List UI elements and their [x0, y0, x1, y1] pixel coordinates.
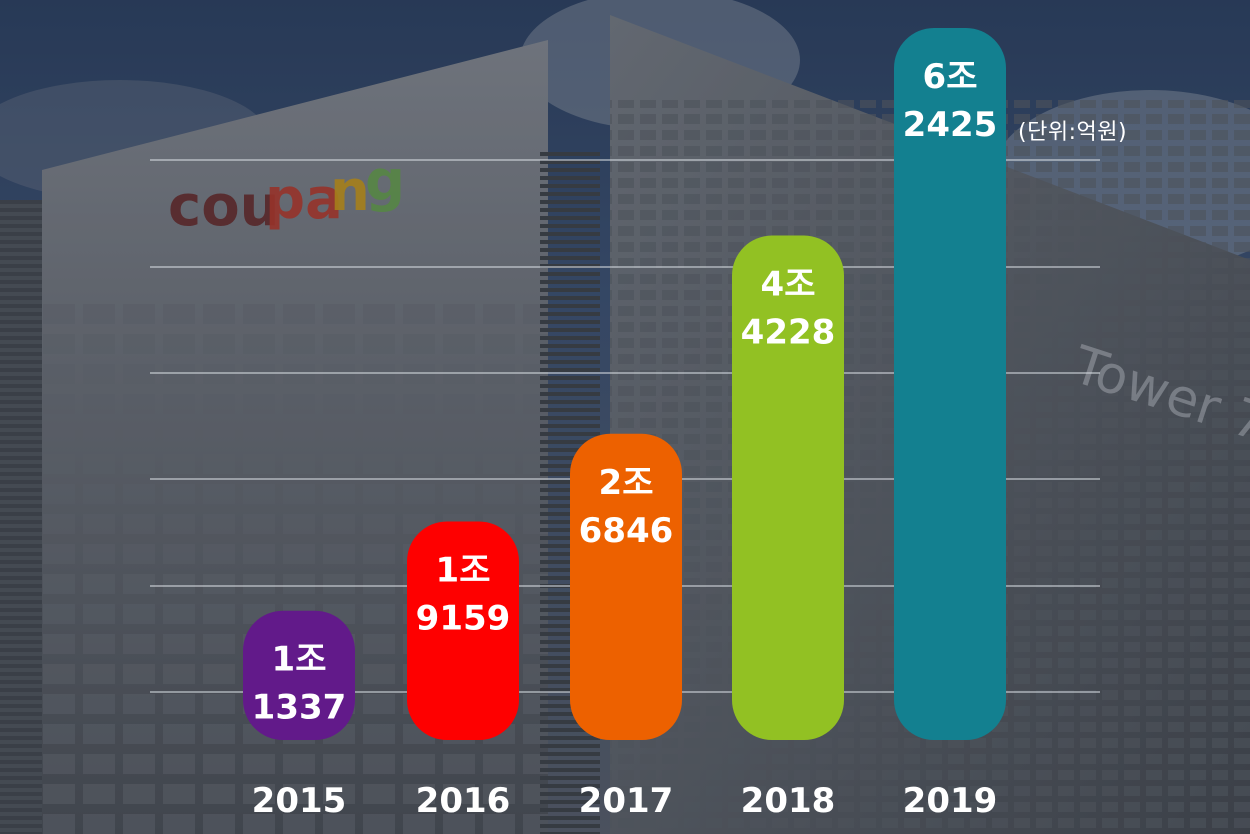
value-label-2017: 6846 [579, 511, 674, 551]
value-label-2018: 4228 [741, 313, 836, 353]
bars [243, 28, 1006, 740]
x-tick-2019: 2019 [903, 781, 998, 821]
svg-text:cou: cou [168, 174, 280, 239]
value-label-2016: 9159 [416, 598, 511, 638]
x-tick-2018: 2018 [741, 781, 836, 821]
value-label-2015: 1조 [272, 640, 327, 680]
bar-2015 [243, 610, 355, 740]
bar-2018 [732, 235, 844, 740]
value-label-2018: 4조 [761, 265, 816, 305]
x-axis-labels: 2015 2016 2017 2018 2019 [252, 781, 998, 821]
value-label-2017: 2조 [599, 463, 654, 503]
unit-label: (단위:억원) [1018, 120, 1128, 145]
bar-2016 [407, 521, 519, 740]
value-label-2019: 2425 [903, 105, 998, 145]
x-tick-2016: 2016 [416, 781, 511, 821]
value-labels: 1조 1337 1조 9159 2조 6846 4조 4228 6조 2425 [252, 57, 998, 728]
bar-2019 [894, 28, 1006, 740]
value-label-2019: 6조 [923, 57, 978, 97]
x-tick-2015: 2015 [252, 781, 347, 821]
bar-2017 [570, 433, 682, 740]
value-label-2016: 1조 [436, 550, 491, 590]
svg-text:n: n [330, 159, 370, 224]
value-label-2015: 1337 [252, 688, 347, 728]
svg-text:pa: pa [265, 167, 343, 232]
x-tick-2017: 2017 [579, 781, 674, 821]
